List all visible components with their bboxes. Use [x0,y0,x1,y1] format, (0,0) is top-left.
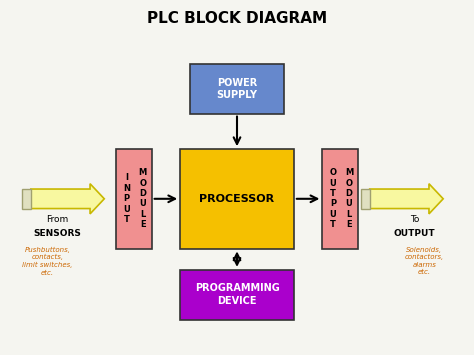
Text: SENSORS: SENSORS [33,229,81,238]
Text: M
O
D
U
L
E: M O D U L E [345,168,353,229]
Bar [180,149,294,248]
FancyArrow shape [31,184,104,214]
Bar [190,64,284,114]
Bar [22,189,31,208]
Text: POWER
SUPPLY: POWER SUPPLY [217,77,257,100]
Text: PROCESSOR: PROCESSOR [200,194,274,204]
Bar [116,149,152,248]
Text: Solenoids,
contactors,
alarms
etc.: Solenoids, contactors, alarms etc. [405,247,444,275]
Text: O
U
T
P
U
T: O U T P U T [329,168,337,229]
Text: M
O
D
U
L
E: M O D U L E [139,168,147,229]
Text: To: To [410,215,419,224]
Text: Pushbuttons,
contacts,
limit switches,
etc.: Pushbuttons, contacts, limit switches, e… [22,247,73,275]
Text: From: From [46,215,68,224]
Text: OUTPUT: OUTPUT [394,229,436,238]
Bar [361,189,370,208]
Text: PLC BLOCK DIAGRAM: PLC BLOCK DIAGRAM [147,11,327,26]
Text: I
N
P
U
T: I N P U T [123,174,130,224]
FancyArrow shape [370,184,443,214]
Bar [322,149,358,248]
Text: PROGRAMMING
DEVICE: PROGRAMMING DEVICE [195,283,279,306]
Bar [180,270,294,320]
